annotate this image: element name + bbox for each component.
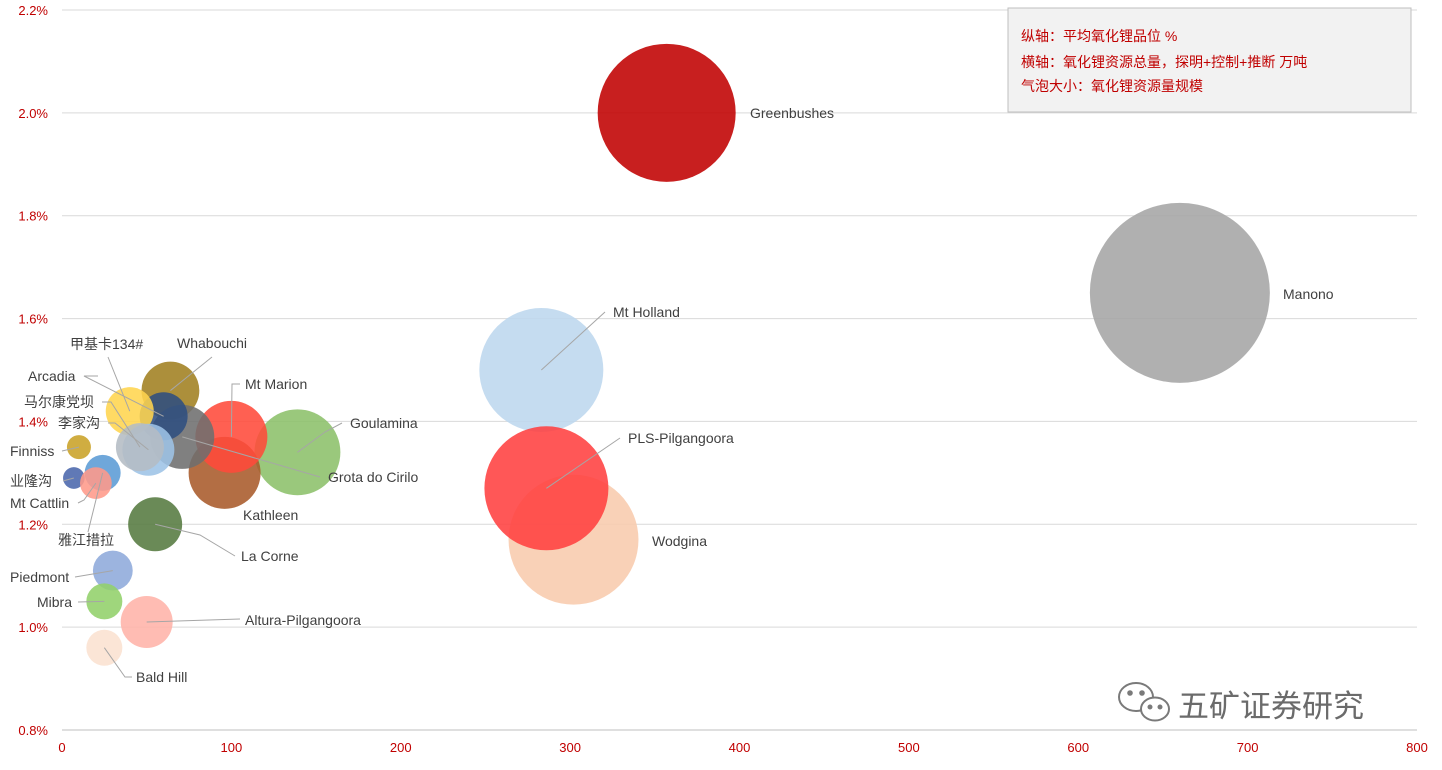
y-tick-label: 1.6%	[18, 312, 48, 327]
leader-line	[230, 383, 240, 437]
y-tick-label: 1.2%	[18, 517, 48, 532]
x-tick-label: 700	[1237, 740, 1259, 755]
bubble-label: Altura-Pilgangoora	[245, 612, 361, 628]
leader-line	[87, 472, 104, 533]
leader-line	[155, 523, 236, 557]
leader-line	[77, 600, 105, 603]
bubble-label: Mt Cattlin	[10, 495, 69, 511]
bubble-label: La Corne	[241, 548, 299, 564]
leader-lines	[61, 311, 621, 678]
bubble-label: Bald Hill	[136, 669, 187, 685]
bubble-labels: Manono Greenbushes Wodgina Mt Holland PLS-Pi…	[10, 105, 1334, 685]
leader-line	[170, 356, 213, 391]
leader-line	[297, 422, 343, 453]
x-tick-label: 100	[221, 740, 243, 755]
bubble-label: Greenbushes	[750, 105, 834, 121]
leader-line	[103, 647, 132, 678]
x-tick-label: 800	[1406, 740, 1428, 755]
leader-line	[107, 356, 131, 412]
bubble-label: 雅江措拉	[58, 532, 114, 548]
bubble-label: Wodgina	[652, 533, 707, 549]
y-tick-label: 1.0%	[18, 620, 48, 635]
y-tick-label: 1.4%	[18, 414, 48, 429]
bubble-label: Mt Marion	[245, 376, 307, 392]
y-tick-label: 0.8%	[18, 723, 48, 738]
bubble-manono	[1089, 202, 1270, 383]
bubbles	[63, 43, 1270, 666]
bubble-label: Arcadia	[28, 368, 76, 384]
bubble-label: PLS-Pilgangoora	[628, 430, 734, 446]
x-tick-label: 400	[729, 740, 751, 755]
leader-line	[83, 375, 164, 417]
y-tick-label: 2.0%	[18, 106, 48, 121]
y-tick-label: 2.2%	[18, 3, 48, 18]
wechat-icon	[1118, 682, 1170, 722]
x-axis-ticks: 0 100 200 300 400 500 600 700 800	[58, 740, 1427, 755]
leader-line	[546, 437, 621, 489]
legend-line-y: 纵轴：平均氧化锂品位 %	[1021, 28, 1177, 44]
x-tick-label: 500	[898, 740, 920, 755]
bubble-label: 业隆沟	[10, 473, 52, 489]
bubble-label: Goulamina	[350, 415, 418, 431]
leader-line	[108, 422, 149, 451]
leader-line	[146, 618, 241, 623]
bubble-label: Mt Holland	[613, 304, 680, 320]
bubble-label: Piedmont	[10, 569, 69, 585]
bubble-label: 甲基卡134#	[70, 336, 143, 352]
legend-line-x: 横轴：氧化锂资源总量，探明+控制+推断 万吨	[1021, 54, 1307, 70]
watermark-text: 五矿证券研究	[1178, 689, 1364, 724]
bubble-greenbushes	[597, 43, 736, 182]
legend-box: 纵轴：平均氧化锂品位 % 横轴：氧化锂资源总量，探明+控制+推断 万吨 气泡大小…	[1007, 7, 1412, 113]
bubble-label: Grota do Cirilo	[328, 469, 418, 485]
leader-line	[102, 401, 141, 448]
y-axis-ticks: 0.8% 1.0% 1.2% 1.4% 1.6% 1.8% 2.0% 2.2%	[18, 3, 48, 738]
y-tick-label: 1.8%	[18, 209, 48, 224]
x-tick-label: 600	[1067, 740, 1089, 755]
watermark: 五矿证券研究	[1118, 682, 1364, 724]
leader-line	[540, 311, 606, 371]
x-tick-label: 300	[559, 740, 581, 755]
bubble-label: Whabouchi	[177, 335, 247, 351]
bubble-label: 李家沟	[58, 415, 100, 431]
legend-line-size: 气泡大小：氧化锂资源量规模	[1021, 78, 1203, 94]
leader-line	[62, 477, 74, 482]
leader-line	[61, 446, 80, 452]
bubble-label: Mibra	[37, 594, 72, 610]
legend-background	[1007, 7, 1412, 113]
x-tick-label: 0	[58, 740, 65, 755]
bubble-label: Finniss	[10, 443, 54, 459]
leader-line	[74, 570, 113, 578]
leader-line	[182, 436, 321, 478]
bubble-label: Kathleen	[243, 507, 298, 523]
leader-line	[77, 482, 97, 504]
bubble-label: Manono	[1283, 286, 1334, 302]
bubble-label: 马尔康党坝	[24, 394, 94, 410]
x-tick-label: 200	[390, 740, 412, 755]
